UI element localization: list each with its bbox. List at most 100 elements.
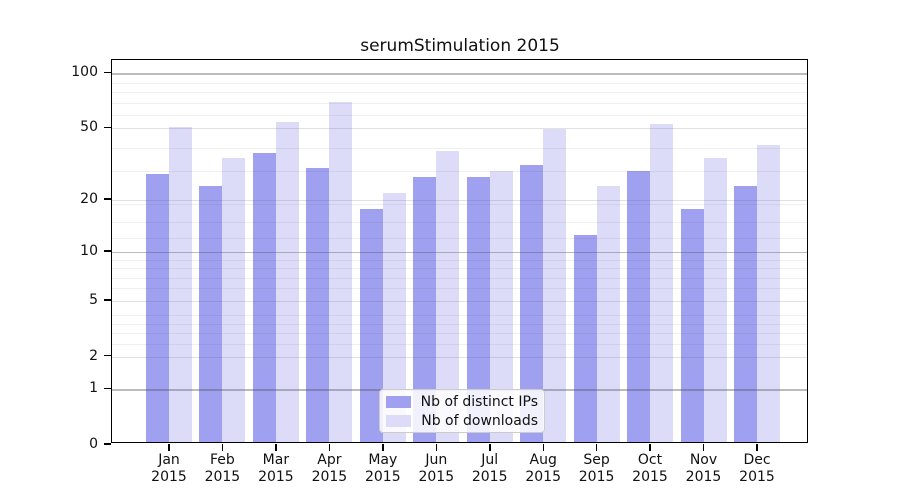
bar-nov-distinct-ips xyxy=(680,209,704,442)
legend-swatch-downloads xyxy=(386,414,412,427)
chart-title: serumStimulation 2015 xyxy=(360,36,560,56)
x-tick-label-mar: Mar 2015 xyxy=(246,452,306,486)
bar-mar-downloads xyxy=(275,122,299,442)
x-tick-mark-feb xyxy=(221,444,224,451)
x-tick-mark-nov xyxy=(702,444,705,451)
y-tick-label-0: 0 xyxy=(89,436,98,452)
x-tick-month: Jul xyxy=(481,452,499,468)
legend-swatch-distinct-ips xyxy=(386,395,411,408)
x-tick-month: Nov xyxy=(689,452,718,468)
x-tick-mark-apr xyxy=(328,444,331,451)
legend-item-distinct-ips: Nb of distinct IPs xyxy=(386,393,538,410)
x-tick-month: Oct xyxy=(637,452,663,468)
y-tick-mark-100 xyxy=(104,71,111,73)
gridline-major-50 xyxy=(112,128,807,130)
x-tick-month: Jun xyxy=(425,452,448,468)
x-tick-label-jun: Jun 2015 xyxy=(406,452,466,486)
legend: Nb of distinct IPs Nb of downloads xyxy=(379,389,545,433)
bar-apr-downloads xyxy=(329,102,353,442)
x-tick-mark-jun xyxy=(435,444,438,451)
y-tick-label-50: 50 xyxy=(80,119,98,136)
x-tick-label-jul: Jul 2015 xyxy=(460,452,520,486)
y-tick-mark-0 xyxy=(104,443,111,445)
x-tick-mark-may xyxy=(382,444,384,451)
x-tick-year: 2015 xyxy=(311,469,348,485)
plot-area xyxy=(111,59,808,443)
bar-sep-downloads xyxy=(596,186,620,442)
gridline-minor-69 xyxy=(112,102,807,104)
x-tick-label-jan: Jan 2015 xyxy=(139,452,199,486)
legend-item-downloads: Nb of downloads xyxy=(386,412,538,429)
x-tick-mark-sep xyxy=(595,444,598,451)
x-tick-year: 2015 xyxy=(739,469,775,485)
gridline-minor-59 xyxy=(112,115,807,117)
bar-oct-distinct-ips xyxy=(627,170,651,442)
bar-jun-downloads xyxy=(436,151,460,442)
gridline-major-100 xyxy=(112,73,807,75)
x-tick-year: 2015 xyxy=(364,469,401,485)
y-tick-label-1: 1 xyxy=(89,380,98,397)
bar-may-downloads xyxy=(382,193,406,442)
x-tick-label-may: May 2015 xyxy=(353,452,413,486)
x-tick-year: 2015 xyxy=(258,469,294,485)
x-tick-year: 2015 xyxy=(685,469,722,485)
x-tick-mark-dec xyxy=(756,444,758,451)
y-tick-label-20: 20 xyxy=(80,190,98,207)
bar-apr-distinct-ips xyxy=(306,168,330,442)
bar-dec-distinct-ips xyxy=(733,186,757,442)
bar-mar-distinct-ips xyxy=(252,153,276,442)
bar-jul-downloads xyxy=(489,170,513,442)
bar-jul-distinct-ips xyxy=(466,176,490,442)
x-tick-label-apr: Apr 2015 xyxy=(299,452,359,486)
bar-nov-downloads xyxy=(703,157,727,442)
x-tick-year: 2015 xyxy=(418,469,455,485)
bar-sep-distinct-ips xyxy=(573,235,597,442)
x-tick-mark-aug xyxy=(542,444,544,451)
x-tick-month: Apr xyxy=(317,452,342,468)
gridline-minor-79 xyxy=(112,92,807,93)
y-tick-label-10: 10 xyxy=(80,242,98,259)
x-tick-month: Dec xyxy=(743,452,771,468)
bar-aug-distinct-ips xyxy=(520,165,544,442)
x-tick-month: Sep xyxy=(583,452,610,468)
legend-label-downloads: Nb of downloads xyxy=(421,412,538,429)
y-tick-mark-10 xyxy=(104,250,111,252)
y-tick-label-2: 2 xyxy=(89,347,98,364)
y-tick-mark-5 xyxy=(104,299,111,301)
bar-feb-distinct-ips xyxy=(199,186,223,442)
bar-aug-downloads xyxy=(543,128,567,442)
x-tick-year: 2015 xyxy=(471,469,508,485)
y-tick-mark-50 xyxy=(104,126,111,128)
bar-oct-downloads xyxy=(650,123,674,442)
x-tick-year: 2015 xyxy=(204,469,241,485)
x-tick-month: Jan xyxy=(158,452,180,468)
legend-label-distinct-ips: Nb of distinct IPs xyxy=(420,393,538,410)
x-tick-month: Aug xyxy=(529,452,557,468)
x-tick-label-oct: Oct 2015 xyxy=(620,452,680,486)
bar-may-distinct-ips xyxy=(359,209,383,442)
y-tick-label-100: 100 xyxy=(71,64,98,81)
y-tick-mark-2 xyxy=(104,354,111,357)
bar-jun-distinct-ips xyxy=(413,176,437,442)
x-tick-year: 2015 xyxy=(151,469,187,485)
x-tick-year: 2015 xyxy=(578,469,615,485)
x-tick-label-dec: Dec 2015 xyxy=(727,452,787,486)
x-tick-month: May xyxy=(368,452,398,468)
y-tick-label-5: 5 xyxy=(89,291,98,308)
bar-jan-distinct-ips xyxy=(146,173,169,442)
x-tick-label-sep: Sep 2015 xyxy=(567,452,627,486)
x-tick-month: Mar xyxy=(262,452,290,468)
gridline-minor-89 xyxy=(112,82,807,84)
x-tick-mark-oct xyxy=(649,444,651,451)
bar-jan-downloads xyxy=(169,126,192,442)
y-tick-mark-1 xyxy=(104,387,111,389)
x-tick-mark-jul xyxy=(489,444,491,451)
x-tick-label-feb: Feb 2015 xyxy=(192,452,252,486)
bar-dec-downloads xyxy=(756,144,780,442)
x-tick-label-nov: Nov 2015 xyxy=(674,452,734,486)
x-tick-mark-mar xyxy=(275,444,277,451)
x-tick-year: 2015 xyxy=(525,469,561,485)
bar-feb-downloads xyxy=(222,157,246,442)
y-tick-mark-20 xyxy=(104,198,111,200)
